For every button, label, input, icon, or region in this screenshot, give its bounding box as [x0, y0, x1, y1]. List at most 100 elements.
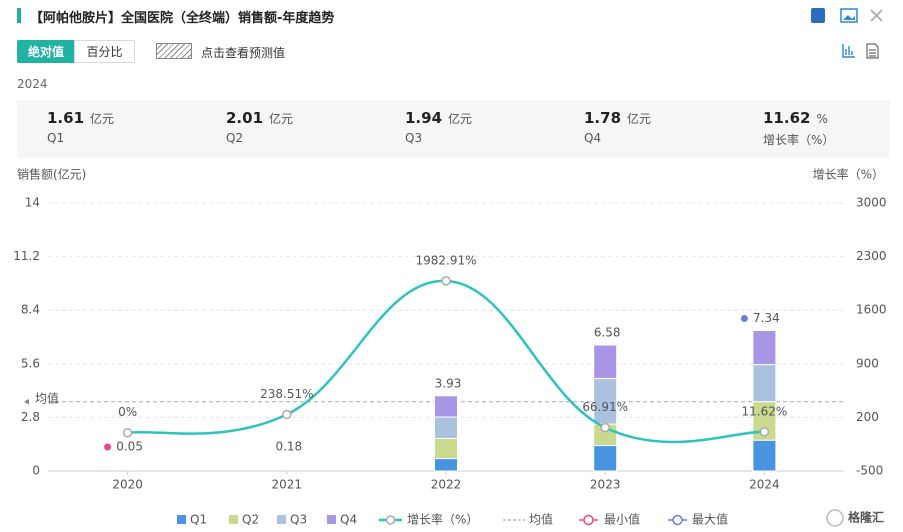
growth-point — [600, 422, 610, 433]
title-accent — [17, 8, 21, 23]
average-label: 均值 — [35, 390, 59, 405]
total-label: 7.34 — [753, 311, 780, 325]
bar-segment — [434, 437, 458, 460]
growth-label: 11.62% — [742, 404, 788, 418]
summary-unit: 亿元 — [448, 112, 473, 126]
legend-label: 最大值 — [692, 512, 728, 527]
chart: 销售额(亿元) 增长率（%） 0 2.8 5.6 8.4 11.2 14 -500 200 900 1… — [13, 167, 887, 527]
growth-point — [122, 427, 133, 438]
tab[interactable]: 百分比 — [74, 40, 135, 63]
summary-unit: 亿元 — [269, 112, 294, 126]
bar-segment — [434, 395, 458, 418]
bar-segment — [593, 344, 618, 380]
page-title: 【阿帕他胺片】全国医院（全终端）销售额-年度趋势 — [30, 11, 335, 26]
legend-point — [385, 515, 396, 525]
growth-point — [282, 409, 292, 420]
table-view-icon[interactable] — [866, 43, 879, 59]
excel-icon[interactable] — [811, 8, 825, 23]
legend-swatch — [177, 515, 186, 524]
legend-label: Q4 — [340, 513, 357, 527]
legend-label: 最小值 — [604, 512, 640, 527]
summary-unit: 亿元 — [90, 112, 115, 126]
total-label: 3.93 — [435, 376, 462, 390]
legend-label: Q1 — [190, 513, 207, 527]
chart-view-icon[interactable] — [842, 44, 855, 58]
legend-swatch — [229, 515, 238, 524]
image-icon[interactable] — [840, 8, 858, 23]
summary-item: 11.62% 增长率（%） — [763, 108, 834, 148]
summary-value: 1.78 — [584, 109, 622, 127]
watermark: 格隆汇 — [848, 510, 884, 525]
growth-point — [759, 427, 770, 437]
summary-item: 1.94 亿元 Q3 — [405, 108, 472, 145]
bar-segment — [752, 329, 777, 366]
summary-value: 1.94 — [405, 109, 443, 127]
legend-label: 均值 — [529, 512, 553, 527]
summary-value: 11.62 — [763, 109, 811, 127]
legend-point — [583, 514, 594, 526]
y2-tick-label: 3000 — [856, 196, 887, 210]
y2-tick-label: 1600 — [856, 303, 887, 317]
summary-year: 2024 — [17, 77, 48, 91]
legend-swatch — [277, 515, 286, 524]
max-marker — [740, 314, 748, 322]
min-marker — [104, 443, 112, 451]
summary-value-row: 1.94 亿元 — [405, 108, 472, 127]
y-tick-label: 0 — [32, 464, 40, 478]
y2-tick-label: 900 — [856, 356, 879, 370]
legend-label: Q2 — [242, 513, 259, 527]
y-tick-label: 14 — [25, 196, 40, 210]
summary-label: Q2 — [226, 131, 244, 145]
bar-segment — [593, 445, 618, 472]
summary-value: 2.01 — [226, 109, 264, 127]
summary-label: Q4 — [584, 131, 602, 145]
bar-segment — [752, 439, 777, 472]
close-icon[interactable] — [870, 9, 883, 22]
legend-label: 增长率（%） — [407, 512, 478, 527]
x-tick-label: 2022 — [431, 478, 462, 492]
y-tick-label: 11.2 — [13, 249, 40, 263]
y2-tick-label: 2300 — [856, 249, 887, 263]
summary-label: Q3 — [405, 131, 423, 145]
summary-item: 1.78 亿元 Q4 — [584, 108, 651, 145]
growth-label: 238.51% — [260, 387, 313, 401]
growth-point — [441, 276, 451, 286]
x-tick-label: 2023 — [590, 478, 621, 492]
summary-panel: 1.61 亿元 Q1 2.01 亿元 Q2 1.94 亿元 Q3 1.78 亿元 Q4 11.62% 增长… — [17, 100, 890, 158]
summary-value-row: 11.62% — [763, 108, 834, 127]
summary-item: 1.61 亿元 Q1 — [47, 108, 114, 145]
summary-unit: 亿元 — [627, 112, 652, 126]
legend-label: Q3 — [290, 513, 307, 527]
total-label: 0.18 — [275, 440, 302, 454]
y2-tick-label: -500 — [856, 464, 883, 478]
x-tick-label: 2020 — [112, 478, 143, 492]
total-label: 0.05 — [116, 440, 143, 454]
average-arrow — [24, 398, 29, 405]
x-tick-label: 2024 — [749, 478, 780, 492]
summary-label: Q1 — [47, 131, 65, 145]
bar-segment — [434, 416, 458, 439]
growth-label: 66.91% — [582, 400, 628, 414]
bar-segment — [752, 364, 777, 403]
y2-tick-label: 200 — [856, 410, 879, 424]
bar-segment — [434, 458, 458, 472]
growth-label: 0% — [118, 405, 137, 419]
y-axis-title: 销售额(亿元) — [17, 167, 86, 182]
watermark-logo — [826, 509, 844, 527]
y-tick-label: 2.8 — [21, 410, 40, 424]
summary-label: 增长率（%） — [763, 133, 835, 147]
forecast-toggle[interactable] — [156, 43, 192, 59]
legend-swatch — [327, 515, 336, 524]
summary-value-row: 2.01 亿元 — [226, 108, 293, 127]
summary-value-row: 1.61 亿元 — [47, 108, 114, 127]
forecast-label[interactable]: 点击查看预测值 — [201, 46, 286, 60]
total-label: 6.58 — [594, 326, 621, 340]
growth-label: 1982.91% — [415, 253, 476, 267]
y-tick-label: 5.6 — [21, 356, 40, 370]
summary-value: 1.61 — [47, 109, 85, 127]
y2-axis-title: 增长率（%） — [813, 167, 884, 182]
summary-item: 2.01 亿元 Q2 — [226, 108, 293, 145]
x-tick-label: 2021 — [272, 478, 303, 492]
tab[interactable]: 绝对值 — [17, 40, 75, 63]
